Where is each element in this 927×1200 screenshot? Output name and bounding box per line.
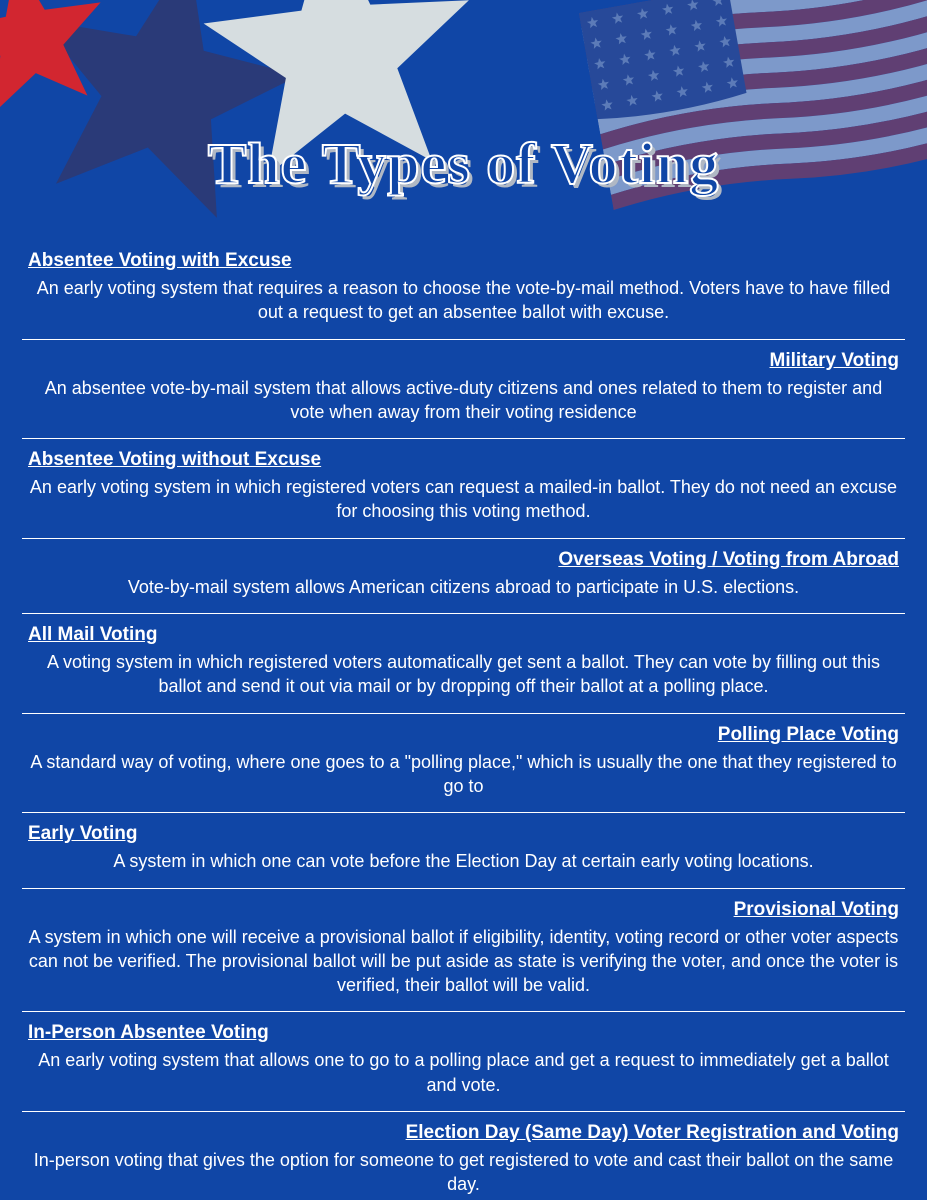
section-divider	[22, 812, 905, 813]
section: Absentee Voting with Excuse An early voti…	[22, 250, 905, 333]
section-divider	[22, 538, 905, 539]
sections-container: Absentee Voting with Excuse An early voti…	[22, 250, 905, 1200]
section-divider	[22, 613, 905, 614]
section-title: Early Voting	[22, 823, 905, 845]
section-title: In-Person Absentee Voting	[22, 1022, 905, 1044]
section-title: Provisional Voting	[22, 899, 905, 921]
section-title: Absentee Voting with Excuse	[22, 250, 905, 272]
section-divider	[22, 888, 905, 889]
section-divider	[22, 339, 905, 340]
section: Provisional Voting A system in which one …	[22, 899, 905, 1006]
section-title: All Mail Voting	[22, 624, 905, 646]
section-divider	[22, 1011, 905, 1012]
section-description: A standard way of voting, where one goes…	[22, 750, 905, 807]
section-title: Overseas Voting / Voting from Abroad	[22, 549, 905, 571]
section-description: An early voting system that requires a r…	[22, 276, 905, 333]
section: All Mail Voting A voting system in which…	[22, 624, 905, 707]
section: Absentee Voting without Excuse An early …	[22, 449, 905, 532]
section-divider	[22, 438, 905, 439]
section-description: A system in which one will receive a pro…	[22, 925, 905, 1006]
section: Election Day (Same Day) Voter Registrati…	[22, 1122, 905, 1200]
section: Overseas Voting / Voting from Abroad Vote…	[22, 549, 905, 607]
section-title: Absentee Voting without Excuse	[22, 449, 905, 471]
section-description: An absentee vote-by-mail system that all…	[22, 376, 905, 433]
section-divider	[22, 1111, 905, 1112]
section-title: Election Day (Same Day) Voter Registrati…	[22, 1122, 905, 1144]
section-description: An early voting system that allows one t…	[22, 1048, 905, 1105]
section-description: A system in which one can vote before th…	[22, 849, 905, 881]
section: Early Voting A system in which one can vo…	[22, 823, 905, 881]
section: Military Voting An absentee vote-by-mail…	[22, 350, 905, 433]
section-title: Polling Place Voting	[22, 724, 905, 746]
page-title-wrap: The Types of Voting The Types of Voting	[0, 130, 927, 197]
section: Polling Place Voting A standard way of vo…	[22, 724, 905, 807]
page-title: The Types of Voting	[0, 130, 927, 197]
section-title: Military Voting	[22, 350, 905, 372]
flag-icon	[579, 0, 927, 249]
section-description: In-person voting that gives the option f…	[22, 1148, 905, 1200]
section: In-Person Absentee Voting An early voting…	[22, 1022, 905, 1105]
section-description: Vote-by-mail system allows American citi…	[22, 575, 905, 607]
section-description: An early voting system in which register…	[22, 475, 905, 532]
section-divider	[22, 713, 905, 714]
section-description: A voting system in which registered vote…	[22, 650, 905, 707]
